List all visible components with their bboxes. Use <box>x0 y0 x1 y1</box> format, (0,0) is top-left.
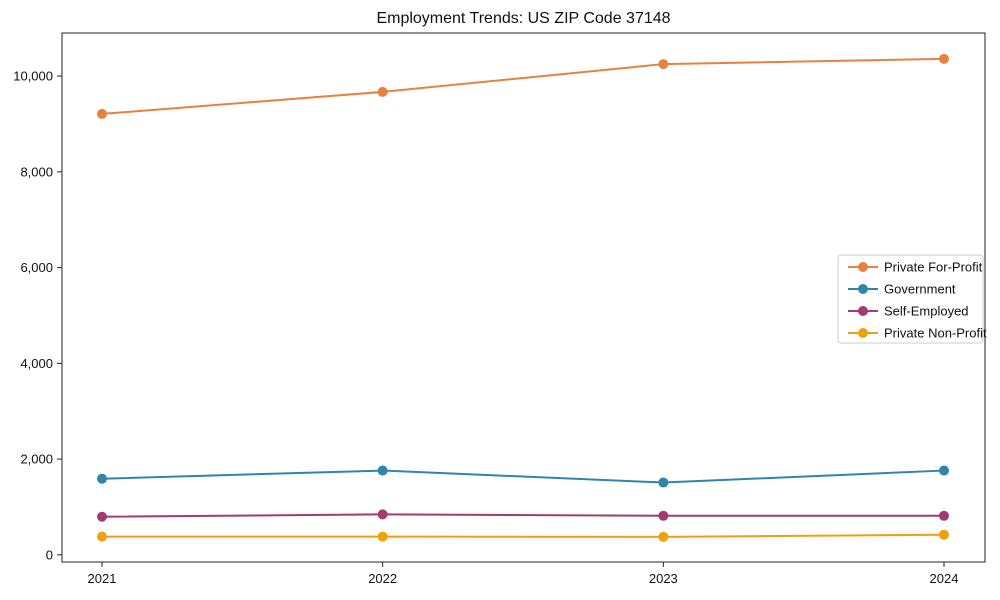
y-tick-label: 6,000 <box>20 260 53 275</box>
data-point <box>939 510 949 521</box>
legend-marker <box>858 284 868 294</box>
data-point <box>377 86 388 97</box>
data-point <box>658 510 669 521</box>
data-point <box>97 473 107 484</box>
legend-marker <box>858 328 868 338</box>
legend-box <box>837 254 984 344</box>
data-point <box>97 531 107 542</box>
plot-frame <box>61 32 986 563</box>
legend-marker <box>858 306 868 316</box>
data-point <box>658 531 669 542</box>
data-point <box>939 53 949 64</box>
series-line <box>102 533 945 538</box>
y-tick-label: 4,000 <box>20 356 53 371</box>
legend-item-label: Private Non-Profit <box>884 326 987 341</box>
data-point <box>97 108 107 119</box>
legend-item-label: Self-Employed <box>884 304 969 319</box>
x-tick-label: 2022 <box>368 571 397 586</box>
data-point <box>377 465 388 476</box>
chart-title: Employment Trends: US ZIP Code 37148 <box>376 10 671 27</box>
legend-item-label: Government <box>884 282 956 297</box>
x-tick-label: 2024 <box>930 571 959 586</box>
y-tick-label: 8,000 <box>20 164 53 179</box>
series-line <box>101 469 945 484</box>
data-point <box>658 59 669 70</box>
y-tick-label: 0 <box>46 547 53 562</box>
data-point <box>377 531 388 542</box>
data-point <box>658 477 669 488</box>
legend-marker <box>858 262 868 272</box>
x-tick-label: 2023 <box>649 571 678 586</box>
data-point <box>377 509 388 520</box>
data-point <box>97 511 107 522</box>
data-point <box>939 465 949 476</box>
y-tick-label: 10,000 <box>13 69 53 84</box>
y-tick-label: 2,000 <box>20 452 53 467</box>
legend-item-label: Private For-Profit <box>884 260 983 275</box>
x-tick-label: 2021 <box>88 571 117 586</box>
series-line <box>101 57 945 115</box>
series-line <box>101 513 944 518</box>
data-point <box>939 529 949 540</box>
